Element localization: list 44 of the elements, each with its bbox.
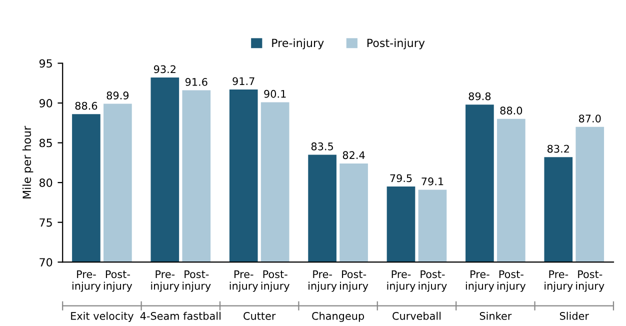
y-tick-label: 70 xyxy=(40,258,52,266)
y-tick-label: 95 xyxy=(39,59,52,68)
data-label: 88.0 xyxy=(500,106,522,115)
text: Pre-injury xyxy=(151,270,180,292)
legend-label: Post-injury xyxy=(367,38,425,50)
text: Pre-injury xyxy=(72,270,101,292)
data-label: 83.5 xyxy=(311,142,333,150)
y-tick-label: 85 xyxy=(39,138,52,148)
text: Post-injury xyxy=(182,270,211,292)
data-label: 91.6 xyxy=(185,78,208,86)
data-label: 79.5 xyxy=(390,174,412,182)
data-label: 79.1 xyxy=(422,177,444,186)
data-label: 90.1 xyxy=(264,90,286,98)
y-tick-label: 80 xyxy=(39,178,52,187)
text: Pre-injury xyxy=(308,270,337,292)
data-label: 91.7 xyxy=(232,77,254,86)
data-label: 89.9 xyxy=(106,92,129,100)
data-label: 82.4 xyxy=(342,151,365,160)
x-tick-label: Exit velocity xyxy=(71,312,134,322)
text: Pre-injury xyxy=(544,270,573,292)
x-tick-label: Sinker xyxy=(480,312,512,320)
text: Post-injury xyxy=(340,270,368,292)
x-tick-label: 4-Seam fastball xyxy=(140,312,220,320)
text: Pre-injury xyxy=(230,270,258,292)
data-label: 83.2 xyxy=(548,144,569,153)
text: Pre-injury xyxy=(387,270,416,292)
text: Post-injury xyxy=(104,270,132,292)
data-label: 88.6 xyxy=(75,102,98,110)
data-label: 93.2 xyxy=(154,65,176,74)
y-tick-label: 75 xyxy=(40,218,52,227)
x-tick-label: Slider xyxy=(560,312,589,320)
text: Post-injury xyxy=(418,270,447,292)
y-tick-label: 90 xyxy=(39,98,52,108)
text: Post-injury xyxy=(576,270,604,292)
text: Post-injury xyxy=(261,270,290,292)
data-label: 89.8 xyxy=(468,92,491,100)
text: Pre-injury xyxy=(466,270,494,292)
data-label: 87.0 xyxy=(578,114,601,122)
x-tick-label: Curveball xyxy=(392,312,441,320)
legend-label: Pre-injury xyxy=(272,38,324,50)
x-tick-label: Cutter xyxy=(244,312,276,320)
y-axis-title: Mile per hour xyxy=(22,126,34,198)
text: Post-injury xyxy=(497,270,526,292)
x-tick-label: Changeup xyxy=(312,312,364,322)
